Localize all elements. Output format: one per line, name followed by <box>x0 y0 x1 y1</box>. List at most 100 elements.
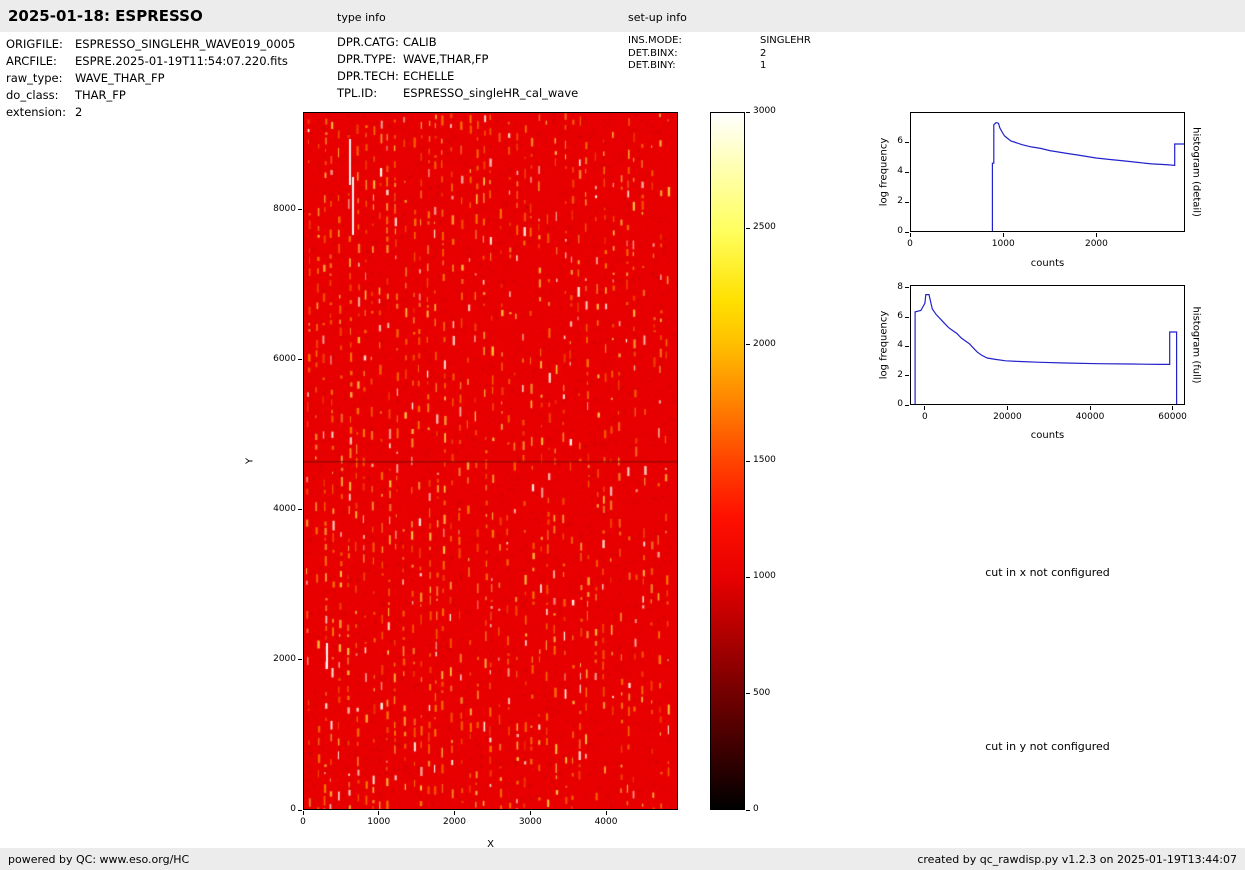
meta-value: ECHELLE <box>403 69 455 83</box>
image-xaxis-label: X <box>487 839 494 850</box>
image-y-tick <box>298 359 302 361</box>
histogram_detail-y-tick-label: 6 <box>897 136 903 146</box>
image-x-tick-label: 1000 <box>367 817 391 827</box>
meta-row: INS.MODE: SINGLEHR <box>628 35 811 48</box>
meta-row: extension: 2 <box>6 104 295 121</box>
header-bar: 2025-01-18: ESPRESSO type info set-up in… <box>0 0 1245 32</box>
meta-row: DET.BINY: 1 <box>628 60 811 73</box>
colorbar-tick-label: 2500 <box>753 222 776 233</box>
histogram_detail-x-tick-label: 1000 <box>991 239 1015 249</box>
meta-label: extension: <box>6 105 66 119</box>
histogram_full-y-tick-label: 2 <box>897 369 903 380</box>
meta-label: DPR.CATG: <box>337 35 399 49</box>
histogram_full-y-tick <box>905 404 909 406</box>
meta-row: ORIGFILE: ESPRESSO_SINGLEHR_WAVE019_0005 <box>6 36 295 53</box>
histogram_full-y-tick <box>905 287 909 289</box>
histogram_full-x-tick <box>1172 406 1174 410</box>
image-x-tick <box>454 811 455 815</box>
footer-bar: powered by QC: www.eso.org/HC created by… <box>0 848 1245 870</box>
page-title: 2025-01-18: ESPRESSO <box>8 7 203 25</box>
meta-value: 2 <box>75 105 83 119</box>
image-x-tick-label: 2000 <box>443 817 466 827</box>
image-y-tick-label: 0 <box>290 804 296 814</box>
image-x-tick-label: 4000 <box>594 817 618 827</box>
colorbar-tick-label: 3000 <box>753 106 776 116</box>
meta-label: DET.BINY: <box>628 60 676 71</box>
image-yaxis-label: Y <box>244 457 256 465</box>
image-x-tick <box>378 811 380 815</box>
cut-in-y-message: cut in y not configured <box>985 740 1110 753</box>
meta-row: DPR.TECH: ECHELLE <box>337 68 578 85</box>
image-y-tick-label: 8000 <box>273 203 296 214</box>
setup-info-heading: set-up info <box>628 11 687 24</box>
histogram-full-xaxis-label: counts <box>1030 430 1065 441</box>
meta-label: ORIGFILE: <box>6 37 63 51</box>
histogram_detail-x-tick <box>909 233 911 237</box>
meta-value: ESPRESSO_SINGLEHR_WAVE019_0005 <box>75 37 296 51</box>
histogram-full-right-label: histogram (full) <box>1190 306 1202 384</box>
meta-row: DPR.CATG: CALIB <box>337 34 578 51</box>
histogram_detail-y-tick <box>905 141 909 143</box>
histogram_full-x-tick-label: 40000 <box>1075 412 1105 422</box>
colorbar-tick <box>746 460 750 462</box>
image-y-tick-label: 2000 <box>273 653 296 664</box>
histogram-detail-right-label: histogram (detail) <box>1190 127 1202 217</box>
meta-row: TPL.ID: ESPRESSO_singleHR_cal_wave <box>337 85 578 102</box>
image-y-tick <box>298 509 302 511</box>
meta-value: ESPRESSO_singleHR_cal_wave <box>403 86 579 100</box>
meta-row: DET.BINX: 2 <box>628 48 811 61</box>
meta-row: DPR.TYPE: WAVE,THAR,FP <box>337 51 578 68</box>
colorbar-tick <box>746 693 750 695</box>
histogram_full-x-tick <box>1006 406 1008 410</box>
meta-value: 1 <box>760 60 767 71</box>
histogram_detail-y-tick-label: 2 <box>897 196 903 206</box>
histogram_detail-y-tick <box>905 171 909 173</box>
colorbar <box>710 112 745 810</box>
histogram_detail-polyline <box>991 121 1184 231</box>
colorbar-tick-label: 1500 <box>753 455 776 465</box>
histogram_detail-x-tick-label: 0 <box>907 239 913 249</box>
image-y-tick <box>298 659 302 661</box>
histogram_detail-line <box>991 121 1184 231</box>
meta-row: raw_type: WAVE_THAR_FP <box>6 70 295 87</box>
histogram_full-x-tick-label: 0 <box>921 412 928 422</box>
colorbar-tick <box>746 344 750 346</box>
image-x-tick-label: 3000 <box>518 817 542 827</box>
colorbar-tick-label: 2000 <box>753 338 776 349</box>
meta-label: DET.BINX: <box>628 47 678 59</box>
footer-left-text: powered by QC: www.eso.org/HC <box>8 852 190 866</box>
histogram-detail-xaxis-label: counts <box>1030 258 1065 269</box>
raw-image-canvas <box>304 113 677 809</box>
meta-value: WAVE,THAR,FP <box>403 52 489 66</box>
type-info-heading: type info <box>337 11 386 24</box>
meta-label: DPR.TECH: <box>337 69 399 83</box>
histogram_full-x-tick <box>1089 406 1091 410</box>
histogram_full-y-tick <box>905 345 909 347</box>
meta-label: do_class: <box>6 88 59 102</box>
histogram_detail-x-tick-label: 2000 <box>1084 239 1108 249</box>
histogram_detail-y-tick-label: 4 <box>897 166 903 176</box>
histogram_full-y-tick-label: 6 <box>897 311 903 322</box>
image-x-tick <box>529 811 531 815</box>
file-info-block: ORIGFILE: ESPRESSO_SINGLEHR_WAVE019_0005 … <box>6 36 295 121</box>
histogram_full-y-tick-label: 0 <box>897 399 903 409</box>
histogram-full-plot <box>910 285 1185 405</box>
image-y-tick <box>298 209 302 211</box>
cut-in-x-message: cut in x not configured <box>985 566 1110 579</box>
meta-value: ESPRE.2025-01-19T11:54:07.220.fits <box>75 54 288 68</box>
meta-value: SINGLEHR <box>760 35 811 46</box>
meta-label: raw_type: <box>6 71 63 85</box>
raw-image-plot <box>303 112 678 810</box>
histogram_full-y-tick <box>905 375 909 377</box>
footer-right-text: created by qc_rawdisp.py v1.2.3 on 2025-… <box>917 852 1237 866</box>
histogram_full-polyline <box>914 294 1178 404</box>
colorbar-tick <box>746 576 750 578</box>
colorbar-tick-label: 1000 <box>753 571 776 582</box>
image-x-tick <box>302 811 304 815</box>
meta-label: INS.MODE: <box>628 35 682 46</box>
histogram_detail-x-tick <box>1095 233 1097 237</box>
colorbar-tick <box>746 111 750 113</box>
histogram_detail-x-tick <box>1002 233 1004 237</box>
histogram_full-y-tick-label: 8 <box>897 281 903 292</box>
